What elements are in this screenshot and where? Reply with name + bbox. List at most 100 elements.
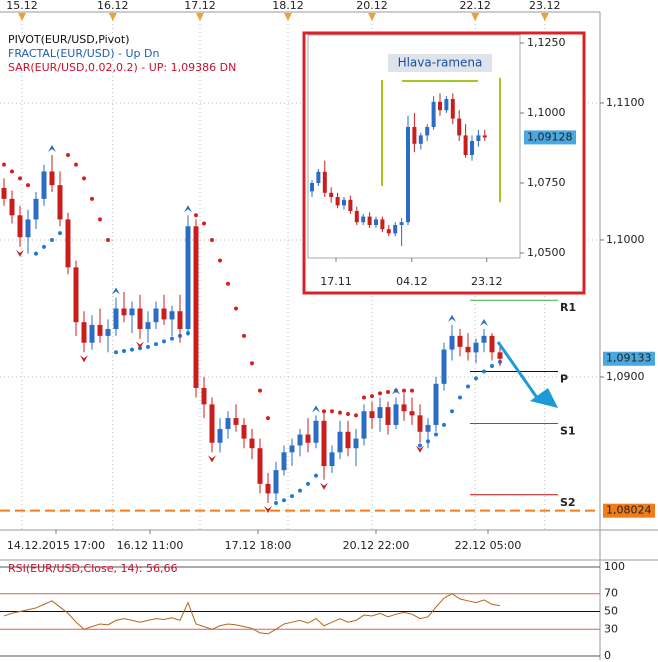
candle-body	[393, 224, 398, 234]
sar-dot	[58, 231, 62, 236]
sar-dot	[210, 237, 214, 242]
candle-body	[41, 171, 47, 199]
sar-dot	[346, 411, 350, 416]
candle-body	[321, 420, 327, 467]
sar-dot	[298, 488, 302, 493]
candle-body	[337, 431, 343, 453]
sar-dot	[434, 432, 438, 437]
rsi-panel: 100 70 50 30 0	[0, 560, 625, 662]
candle-body	[342, 199, 346, 206]
top-date-label: 15.12	[6, 0, 38, 12]
pivot-label: R1	[560, 301, 576, 314]
candle-body	[313, 420, 319, 443]
top-date-label: 22.12	[459, 0, 491, 12]
candle-body	[217, 429, 223, 443]
candle-body	[17, 215, 23, 238]
sar-dot	[242, 333, 246, 338]
x-tick-label: 16.12 11:00	[117, 539, 184, 552]
fractal-down	[16, 249, 24, 257]
candle-body	[345, 431, 351, 449]
last-price-label: 1,09133	[606, 352, 652, 365]
candle-body	[463, 135, 468, 155]
y-tick-label: 1,1000	[527, 106, 566, 119]
sar-dot	[82, 176, 86, 181]
candle-body	[348, 199, 353, 211]
y-tick-label: 1,0750	[527, 176, 566, 189]
date-marker	[540, 13, 549, 21]
x-tick-label: 17.11	[320, 275, 352, 288]
sar-dot	[354, 413, 358, 418]
sar-dot	[154, 342, 158, 347]
last-price-box	[603, 503, 655, 518]
candle-body	[489, 335, 495, 353]
last-price-label: 1,09128	[527, 130, 573, 143]
forecast-arrow	[496, 341, 542, 403]
candle-body	[281, 452, 287, 471]
candle-body	[73, 267, 79, 323]
candle-body	[329, 452, 335, 467]
candle-body	[481, 335, 487, 343]
sar-dot	[218, 258, 222, 263]
candle-body	[129, 308, 135, 316]
y-tick-label: 1,0900	[606, 370, 645, 383]
sar-dot	[34, 251, 38, 256]
pivot-label: P	[560, 372, 568, 385]
candle-body	[97, 324, 103, 336]
sar-dot	[250, 361, 254, 366]
candle-body	[273, 470, 279, 494]
candle-body	[409, 411, 415, 416]
sar-dot	[266, 416, 270, 421]
sar-dot	[410, 388, 414, 393]
sar-dot	[98, 217, 102, 222]
candle-body	[399, 222, 404, 225]
candle-body	[329, 192, 334, 197]
candle-body	[406, 126, 410, 223]
candle-body	[121, 308, 127, 316]
candle-body	[25, 219, 31, 238]
sar-dot	[130, 347, 134, 352]
candle-body	[361, 216, 366, 223]
candle-body	[482, 135, 487, 138]
candle-body	[9, 198, 15, 216]
last-price-box	[524, 130, 576, 145]
candle-body	[401, 404, 407, 412]
sar-dot	[74, 162, 78, 167]
candle-body	[185, 226, 191, 330]
candle-body	[233, 418, 239, 425]
candle-body	[438, 101, 442, 111]
fractal-down	[320, 482, 328, 490]
sar-dot	[290, 494, 294, 499]
candle-body	[441, 349, 447, 384]
candle-body	[385, 407, 391, 425]
y-tick-label: 30	[604, 622, 618, 635]
last-price-label: 1,08024	[606, 504, 652, 517]
sar-dot	[282, 498, 286, 503]
candle-body	[361, 411, 367, 439]
candle-body	[470, 140, 474, 155]
candle-body	[476, 135, 481, 141]
candle-body	[289, 445, 295, 453]
sar-dot	[418, 443, 422, 448]
candle-body	[137, 308, 143, 330]
inset-title: Hlava-ramena	[398, 56, 483, 70]
fractal-up	[48, 145, 56, 153]
candle-body	[335, 196, 340, 206]
sar-dot	[42, 244, 46, 249]
last-price-box	[603, 351, 655, 366]
sar-dot	[234, 306, 238, 311]
sar-dot	[114, 350, 118, 355]
fractal-down	[416, 445, 424, 453]
date-marker	[196, 13, 204, 21]
fractal-up	[184, 205, 192, 213]
candle-body	[257, 448, 263, 484]
candle-body	[57, 185, 63, 220]
sar-dot	[458, 395, 462, 400]
candle-body	[425, 126, 430, 136]
sar-dot	[466, 384, 470, 389]
x-tick-label: 23.12	[471, 275, 503, 288]
candle-body	[153, 308, 159, 323]
fractal-up	[312, 405, 320, 413]
sar-dot	[162, 339, 166, 344]
candle-body	[433, 383, 439, 425]
candle-body	[209, 404, 215, 443]
